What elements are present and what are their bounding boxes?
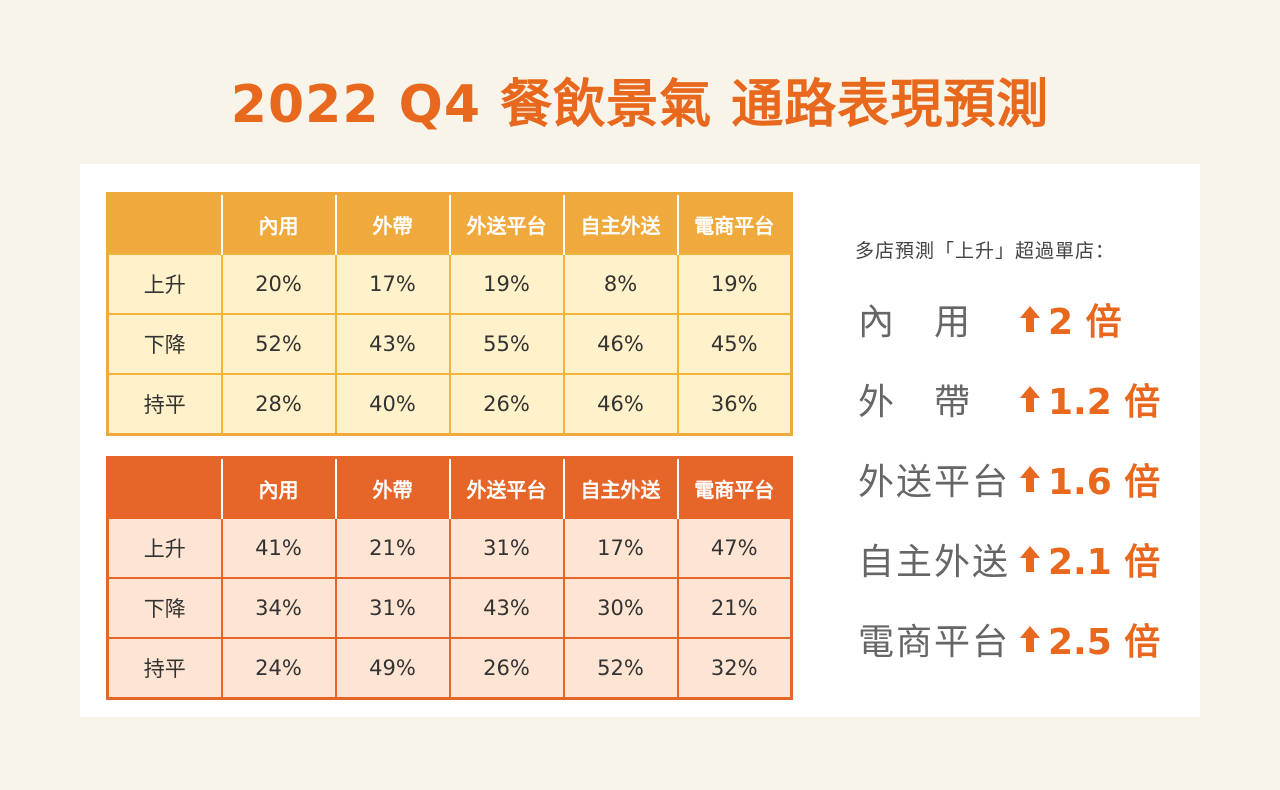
up-arrow-icon: [1020, 306, 1040, 332]
up-arrow-icon: [1020, 626, 1040, 652]
table-cell: 34%: [220, 577, 337, 639]
ratio-value: 2.5 倍: [1048, 622, 1161, 663]
table-cell: 17%: [562, 517, 679, 579]
table-cell: 21%: [334, 517, 451, 579]
comparison-row: 電商平台 2.5 倍: [858, 614, 1178, 664]
table-cell: 21%: [676, 577, 793, 639]
content-panel: 單店 內用 外帶 外送平台 自主外送 電商平台 上升 20% 17% 19% 8…: [80, 164, 1200, 717]
table-row: 持平 28% 40% 26% 46% 36%: [106, 373, 793, 436]
multi-store-label: 多店: [107, 457, 222, 518]
table-cell: 20%: [220, 253, 337, 315]
column-header: 外帶: [334, 193, 450, 254]
comparison-row: 內 用 2 倍: [858, 294, 1178, 344]
table-cell: 32%: [676, 637, 793, 700]
channel-name: 內 用: [858, 302, 973, 343]
table-row: 上升 20% 17% 19% 8% 19%: [106, 253, 793, 315]
up-arrow-icon: [1020, 386, 1040, 412]
channel-name: 外 帶: [858, 382, 973, 423]
table-cell: 40%: [334, 373, 451, 436]
table-cell: 41%: [220, 517, 337, 579]
table-cell: 31%: [334, 577, 451, 639]
table-cell: 43%: [448, 577, 565, 639]
table-cell: 47%: [676, 517, 793, 579]
table-cell: 19%: [676, 253, 793, 315]
row-label: 下降: [106, 577, 223, 639]
table-header-row: 多店 內用 外帶 外送平台 自主外送 電商平台: [107, 457, 792, 518]
row-label: 下降: [106, 313, 223, 375]
table-cell: 26%: [448, 637, 565, 700]
comparison-heading: 多店預測「上升」超過單店：: [855, 240, 1116, 262]
column-header: 外送平台: [448, 457, 564, 518]
column-header: 自主外送: [562, 457, 678, 518]
page-title: 2022 Q4 餐飲景氣 通路表現預測: [230, 75, 1050, 135]
table-cell: 52%: [562, 637, 679, 700]
column-header: 外帶: [334, 457, 450, 518]
row-label: 上升: [106, 517, 223, 579]
table-cell: 49%: [334, 637, 451, 700]
table-cell: 30%: [562, 577, 679, 639]
comparison-row: 自主外送 2.1 倍: [858, 534, 1178, 584]
table-cell: 43%: [334, 313, 451, 375]
channel-name: 外送平台: [858, 462, 1011, 503]
single-store-table: 單店 內用 外帶 外送平台 自主外送 電商平台 上升 20% 17% 19% 8…: [106, 192, 793, 436]
row-label: 持平: [106, 373, 223, 436]
column-header: 外送平台: [448, 193, 564, 254]
table-header-row: 單店 內用 外帶 外送平台 自主外送 電商平台: [107, 193, 792, 254]
table-cell: 45%: [676, 313, 793, 375]
row-label: 持平: [106, 637, 223, 700]
table-cell: 46%: [562, 373, 679, 436]
table-cell: 46%: [562, 313, 679, 375]
table-cell: 28%: [220, 373, 337, 436]
ratio-value: 2.1 倍: [1048, 542, 1161, 583]
comparison-row: 外送平台 1.6 倍: [858, 454, 1178, 504]
column-header: 內用: [220, 457, 336, 518]
table-cell: 24%: [220, 637, 337, 700]
column-header: 電商平台: [676, 193, 792, 254]
table-cell: 31%: [448, 517, 565, 579]
table-row: 上升 41% 21% 31% 17% 47%: [106, 517, 793, 579]
column-header: 內用: [220, 193, 336, 254]
table-cell: 19%: [448, 253, 565, 315]
column-header: 電商平台: [676, 457, 792, 518]
table-cell: 26%: [448, 373, 565, 436]
channel-name: 電商平台: [858, 622, 1011, 663]
up-arrow-icon: [1020, 466, 1040, 492]
table-row: 持平 24% 49% 26% 52% 32%: [106, 637, 793, 700]
up-arrow-icon: [1020, 546, 1040, 572]
multi-store-table: 多店 內用 外帶 外送平台 自主外送 電商平台 上升 41% 21% 31% 1…: [106, 456, 793, 700]
table-cell: 8%: [562, 253, 679, 315]
table-cell: 55%: [448, 313, 565, 375]
ratio-value: 1.2 倍: [1048, 382, 1161, 423]
ratio-value: 1.6 倍: [1048, 462, 1161, 503]
single-store-label: 單店: [107, 193, 222, 254]
table-row: 下降 52% 43% 55% 46% 45%: [106, 313, 793, 375]
column-header: 自主外送: [562, 193, 678, 254]
table-cell: 52%: [220, 313, 337, 375]
table-cell: 17%: [334, 253, 451, 315]
table-cell: 36%: [676, 373, 793, 436]
comparison-row: 外 帶 1.2 倍: [858, 374, 1178, 424]
ratio-value: 2 倍: [1048, 302, 1122, 343]
table-row: 下降 34% 31% 43% 30% 21%: [106, 577, 793, 639]
row-label: 上升: [106, 253, 223, 315]
channel-name: 自主外送: [858, 542, 1011, 583]
